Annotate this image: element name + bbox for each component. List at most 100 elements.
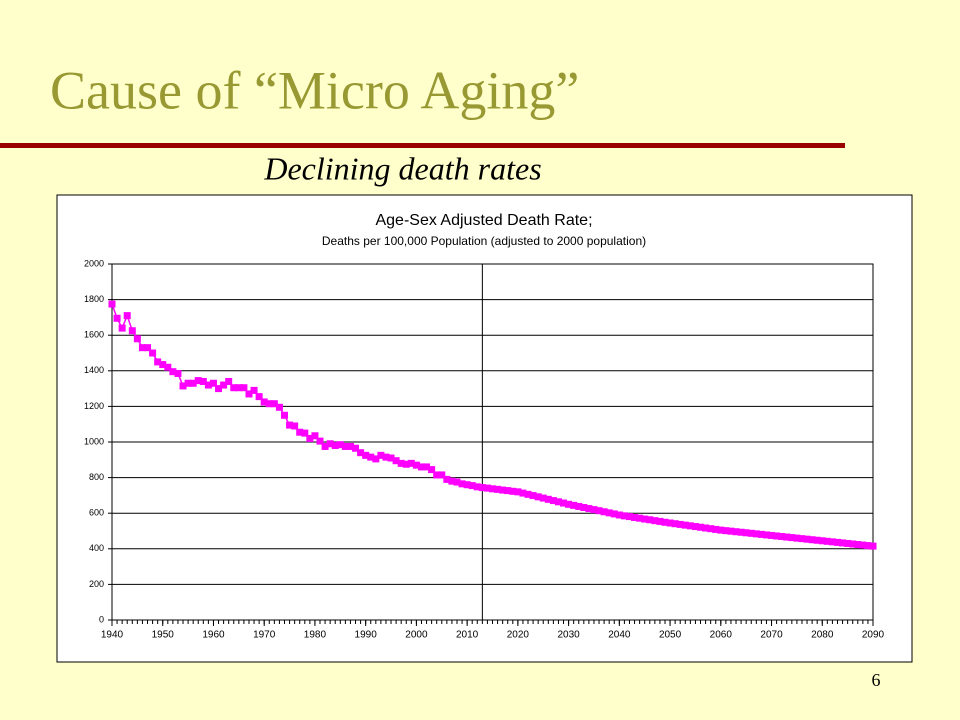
x-tick-label: 2070 [760, 630, 783, 641]
point [737, 528, 745, 536]
point [412, 461, 420, 469]
point [554, 498, 562, 506]
point [798, 535, 806, 543]
point [483, 484, 491, 492]
point [514, 488, 522, 496]
point [844, 539, 852, 547]
x-tick-label: 1970 [253, 630, 276, 641]
point [727, 527, 735, 535]
point [762, 531, 770, 539]
point [189, 379, 197, 387]
point [230, 384, 238, 392]
title-rule [0, 143, 845, 148]
point [270, 400, 278, 408]
x-tick-label: 2010 [456, 630, 479, 641]
point [783, 533, 791, 541]
y-tick-label: 800 [89, 472, 104, 482]
point [352, 444, 360, 452]
point [159, 361, 167, 369]
x-tick-label: 2040 [608, 630, 631, 641]
point [778, 533, 786, 541]
point [204, 381, 212, 389]
point [113, 314, 121, 322]
point [854, 541, 862, 549]
point [331, 442, 339, 450]
point [169, 368, 177, 376]
point [768, 531, 776, 539]
point [407, 459, 415, 467]
point [818, 537, 826, 545]
point [184, 379, 192, 387]
point [600, 508, 608, 516]
point [595, 507, 603, 515]
point [803, 535, 811, 543]
point [220, 381, 228, 389]
point [631, 513, 639, 521]
y-tick-label: 200 [89, 579, 104, 589]
point [808, 536, 816, 544]
point [651, 517, 659, 525]
point [341, 442, 349, 450]
y-tick-label: 1000 [84, 436, 104, 446]
point [250, 386, 258, 394]
point [788, 534, 796, 542]
point [560, 499, 568, 507]
point [757, 530, 765, 538]
point [615, 511, 623, 519]
point [326, 440, 334, 448]
point [646, 516, 654, 524]
x-tick-label: 2060 [710, 630, 733, 641]
point [494, 485, 502, 493]
point [133, 335, 141, 343]
point [539, 494, 547, 502]
point [215, 385, 223, 393]
point [524, 490, 532, 498]
point [286, 421, 294, 429]
point [417, 463, 425, 471]
y-tick-label: 400 [89, 543, 104, 553]
x-tick-label: 2030 [557, 630, 580, 641]
point [636, 514, 644, 522]
point [585, 505, 593, 513]
point [321, 442, 329, 450]
point [869, 542, 877, 550]
point [641, 515, 649, 523]
point [362, 451, 370, 459]
point [453, 478, 461, 486]
point [275, 403, 283, 411]
point [570, 501, 578, 509]
point [610, 510, 618, 518]
point [144, 344, 152, 352]
point [306, 434, 314, 442]
point [489, 485, 496, 493]
point [108, 300, 116, 308]
y-tick-label: 600 [89, 508, 104, 518]
point [225, 377, 233, 385]
point [793, 534, 801, 542]
point [402, 460, 410, 468]
point [712, 525, 720, 533]
point [666, 519, 674, 527]
point [346, 442, 354, 450]
point [575, 502, 583, 510]
y-tick-label: 2000 [84, 258, 104, 268]
point [245, 390, 253, 398]
point [265, 400, 273, 408]
point [697, 523, 705, 531]
point [686, 522, 694, 530]
x-tick-label: 2090 [862, 630, 885, 641]
point [280, 411, 288, 419]
point [813, 536, 821, 544]
point [864, 542, 872, 550]
point [367, 453, 375, 461]
point [463, 481, 471, 489]
point [671, 520, 679, 528]
x-tick-label: 2020 [507, 630, 530, 641]
x-tick-label: 2000 [405, 630, 428, 641]
slide-title: Cause of “Micro Aging” [50, 60, 579, 120]
point [260, 398, 268, 406]
point [859, 541, 867, 549]
x-tick-label: 1960 [202, 630, 225, 641]
point [691, 523, 699, 531]
